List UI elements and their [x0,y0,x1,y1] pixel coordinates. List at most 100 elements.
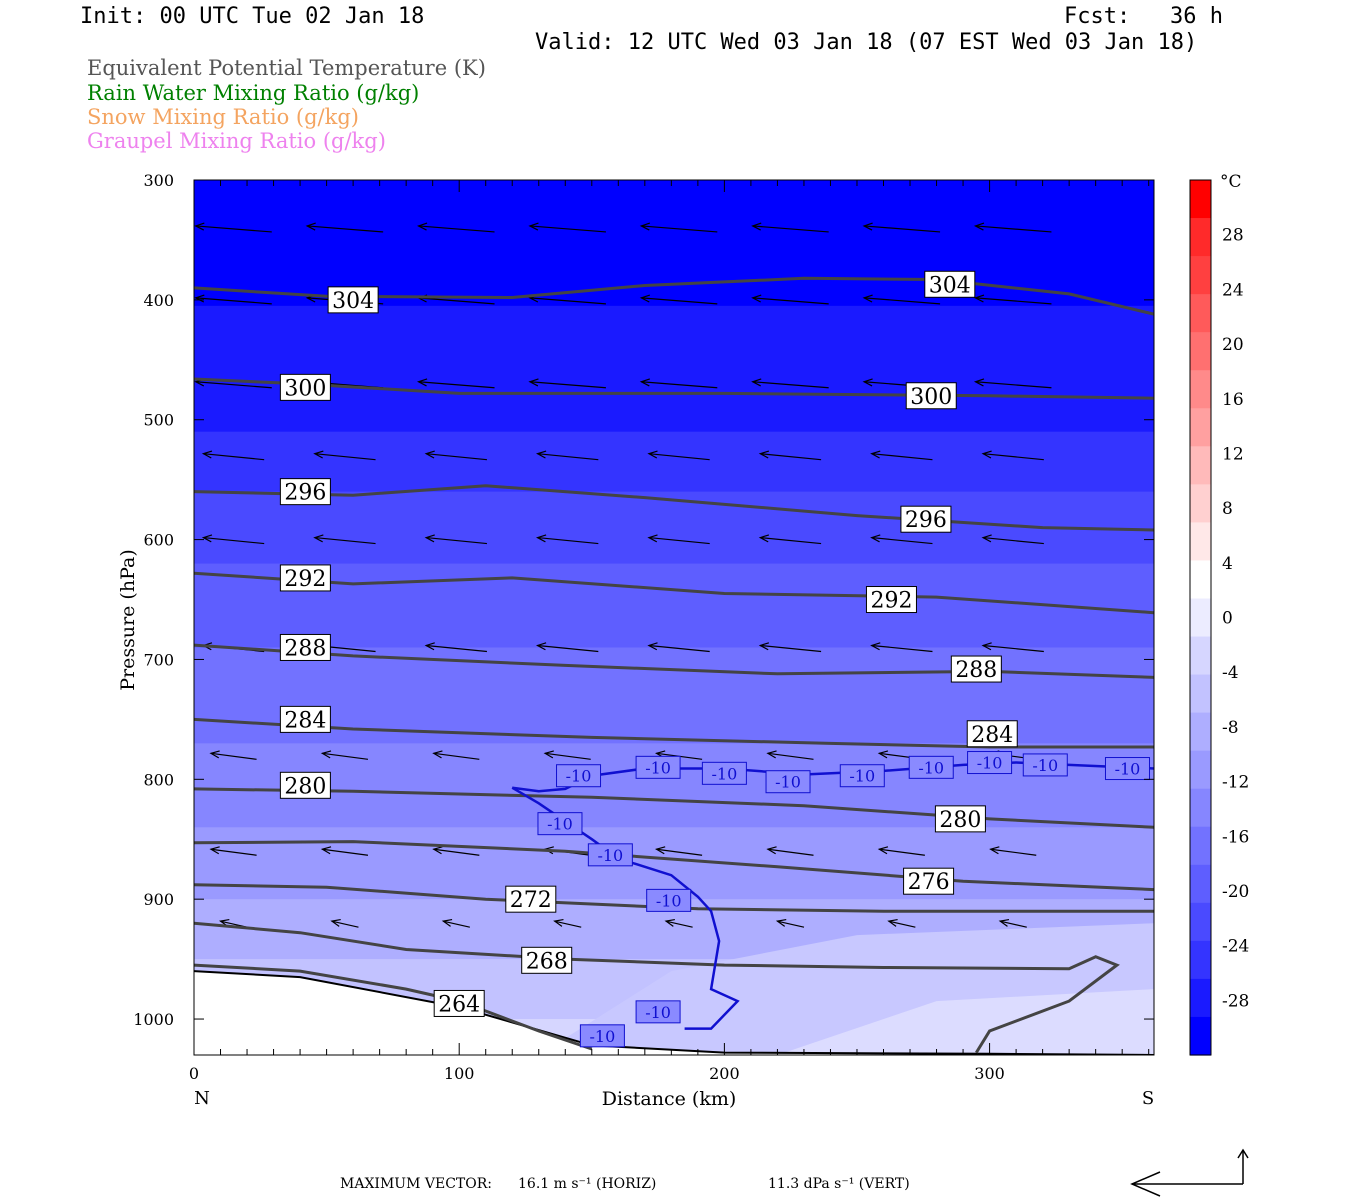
colorbar-tick-label: 8 [1222,499,1233,519]
fill-band [194,491,1154,565]
colorbar-tick-label: 24 [1222,280,1244,300]
wind-vector [535,534,599,545]
svg-text:-10: -10 [712,764,738,783]
colorbar: 28 24 20 16 12 8 4 0 -4 -8 -12 -16 -20 -24 -28 °C [1189,172,1249,1056]
svg-text:280: 280 [939,808,981,833]
x-axis-title: Distance (km) [602,1088,737,1110]
svg-text:296: 296 [284,481,326,506]
legend-theta-e: Equivalent Potential Temperature (K) [87,56,486,80]
svg-text:-10: -10 [849,767,875,786]
svg-text:-10: -10 [566,767,592,786]
svg-text:-10: -10 [656,891,682,910]
temp-contour-label: -10 [635,1000,681,1024]
colorbar-tick-label: 4 [1222,554,1233,574]
colorbar-segment [1190,522,1211,562]
colorbar-segment [1190,1016,1211,1056]
legend-snow: Snow Mixing Ratio (g/kg) [87,105,359,129]
temp-contour-label: -10 [765,770,811,794]
colorbar-tick-label: 12 [1222,444,1244,464]
y-tick-label: 400 [143,291,174,310]
theta-e-label: 272 [505,885,557,913]
y-tick-label: 700 [143,650,174,669]
theta-e-label: 296 [900,505,952,533]
wind-vector [639,294,718,305]
wind-vector [313,534,376,545]
colorbar-segment [1190,750,1211,790]
wind-vector [535,642,599,653]
wind-vector [989,846,1037,856]
wind-vector [535,450,599,461]
wind-vector [775,918,805,928]
wind-vector [877,846,925,856]
max-vector-horiz: 16.1 m s⁻¹ (HORIZ) [518,1176,657,1192]
wind-vector [201,534,265,545]
wind-vector [417,222,495,233]
plot-frame [193,179,1155,1056]
temp-contour-label: -10 [701,761,747,785]
y-tick-label: 600 [143,531,174,550]
y-tick-label: 300 [143,171,174,190]
colorbar-segment [1190,712,1211,752]
wind-vectors [194,222,1052,928]
colorbar-segment [1190,218,1211,257]
colorbar-segment [1190,446,1211,485]
colorbar-tick-label: 16 [1222,390,1244,410]
colorbar-tick-label: 20 [1222,335,1244,355]
theta-e-label: 292 [279,564,331,592]
svg-text:276: 276 [908,870,950,895]
wind-vector [870,642,933,653]
wind-vector [758,642,822,653]
colorbar-frame [1189,179,1212,1056]
svg-text:264: 264 [438,992,480,1017]
temp-contour-label: -10 [537,812,583,836]
svg-text:-10: -10 [1032,756,1058,775]
svg-text:-10: -10 [645,758,671,777]
temp-contour-label: -10 [556,764,602,788]
axes: 300 400 500 600 700 800 900 1000 0 100 200 300 N S Dis… [117,171,1154,1110]
colorbar-tick-label: -16 [1222,827,1249,847]
colorbar-segment [1190,978,1211,1018]
wind-vector [751,222,829,233]
colorbar-segment [1190,940,1211,980]
theta-e-label: 268 [521,946,573,974]
wind-vector [313,450,376,461]
svg-text:268: 268 [526,949,568,974]
y-tick-label: 1000 [133,1010,174,1029]
wind-vector [766,846,814,856]
x-tick-label: 200 [709,1064,740,1083]
theta-e-label: 276 [903,867,955,895]
colorbar-tick-label: -24 [1222,937,1249,957]
svg-text:-10: -10 [918,758,944,777]
wind-vector [209,750,257,760]
theta-e-label: 284 [279,705,331,733]
wind-vector [981,642,1044,653]
svg-text:288: 288 [955,658,997,683]
x-end-label-right: S [1142,1088,1154,1109]
x-tick-label: 100 [444,1064,475,1083]
svg-text:-10: -10 [547,815,573,834]
max-vector-label: MAXIMUM VECTOR: [340,1176,492,1192]
theta-e-label: 300 [279,373,331,401]
svg-text:300: 300 [910,385,952,410]
colorbar-segment [1190,902,1211,942]
colorbar-segment [1190,598,1211,638]
wind-vector [751,294,829,305]
x-tick-label: 300 [974,1064,1005,1083]
legend-graupel: Graupel Mixing Ratio (g/kg) [87,129,386,153]
wind-vector [201,450,265,461]
theta-e-label: 264 [433,989,485,1017]
wind-vector [424,534,488,545]
colorbar-segment [1190,788,1211,828]
theta-e-contour-296 [194,484,1154,532]
theta-e-label: 280 [279,771,331,799]
wind-vector [664,918,693,928]
colorbar-tick-label: -4 [1222,663,1239,683]
colorbar-segment [1190,826,1211,866]
colorbar-segment [1190,370,1211,409]
svg-text:296: 296 [905,508,947,533]
wind-vector [758,534,822,545]
temp-contour-label: -10 [967,751,1013,775]
svg-text:304: 304 [332,289,374,314]
wind-vector [981,534,1044,545]
contour-labels: 304 304 300 300 296 296 292 292 288 288 284 284 280 2… [279,270,1150,1048]
